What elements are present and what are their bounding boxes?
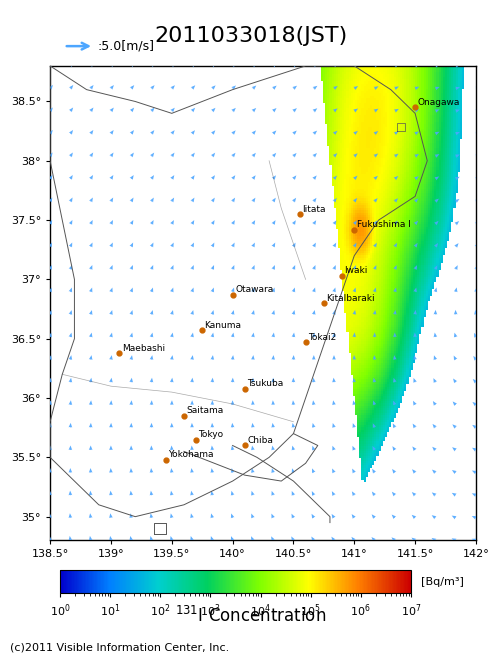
- Text: Saitama: Saitama: [186, 407, 223, 415]
- Text: :5.0[m/s]: :5.0[m/s]: [98, 40, 155, 53]
- Text: KitaIbaraki: KitaIbaraki: [326, 294, 375, 302]
- Text: Yokohama: Yokohama: [168, 450, 213, 459]
- Text: Tokai2: Tokai2: [308, 333, 336, 342]
- Text: Chiba: Chiba: [247, 436, 273, 445]
- Text: (c)2011 Visible Information Center, Inc.: (c)2011 Visible Information Center, Inc.: [10, 643, 229, 652]
- Text: 2011033018(JST): 2011033018(JST): [154, 26, 347, 46]
- Text: Otawara: Otawara: [235, 285, 273, 295]
- Text: Kanuma: Kanuma: [204, 321, 241, 330]
- Text: Iwaki: Iwaki: [345, 266, 368, 275]
- Text: Iitata: Iitata: [302, 205, 326, 214]
- Text: Tokyo: Tokyo: [198, 430, 223, 439]
- Text: Fukushima I: Fukushima I: [357, 220, 411, 229]
- Text: [Bq/m³]: [Bq/m³]: [421, 577, 464, 587]
- Text: Maebashi: Maebashi: [122, 343, 165, 353]
- Text: Onagawa: Onagawa: [417, 98, 460, 107]
- Text: Tsukuba: Tsukuba: [247, 379, 284, 388]
- Text: $^{131}$I Concentration: $^{131}$I Concentration: [175, 606, 326, 626]
